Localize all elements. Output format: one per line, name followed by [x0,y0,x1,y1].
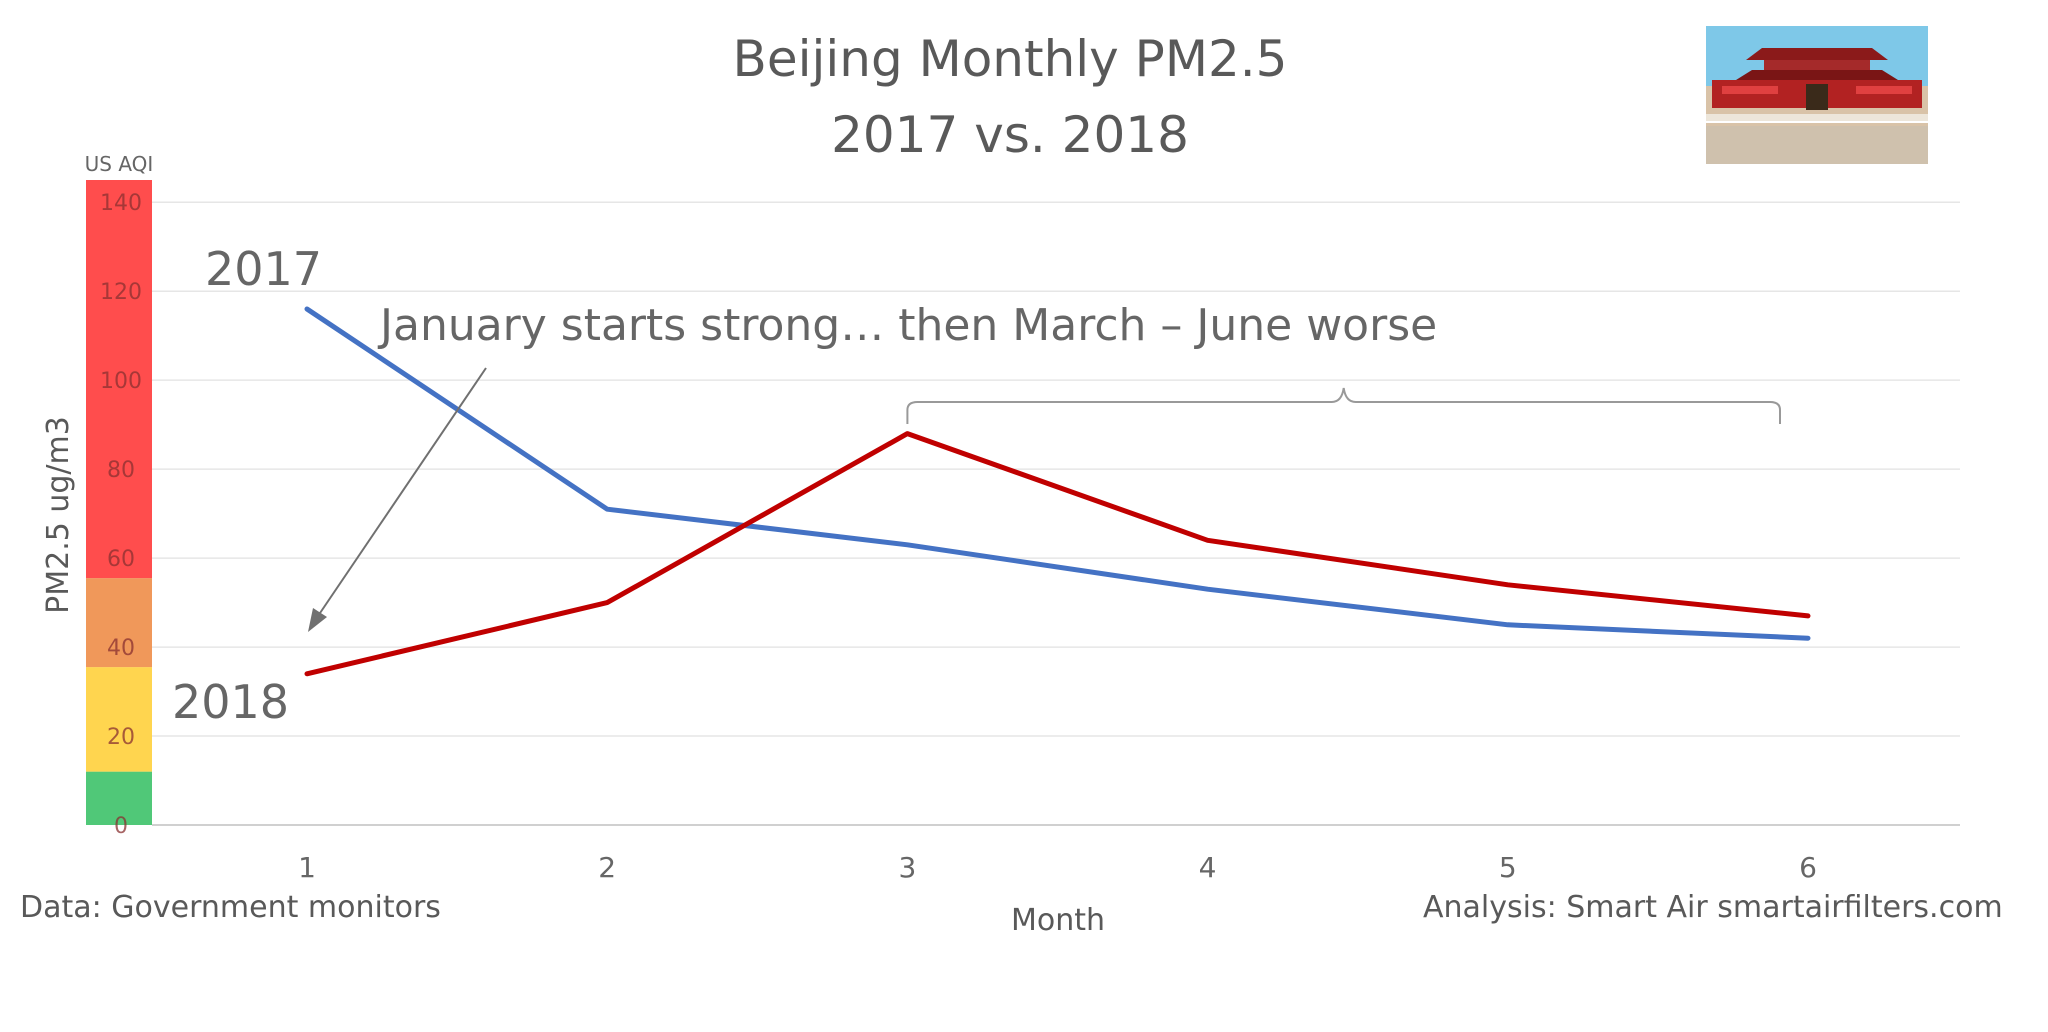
series-label-2018: 2018 [172,675,289,729]
chart-title: Beijing Monthly PM2.5 [732,30,1288,88]
y-tick-label: 120 [100,280,142,305]
y-axis-label: PM2.5 ug/m3 [41,416,76,614]
aqi-band-label: US AQI [85,152,154,176]
annotation-text: January starts strong… then March – June… [377,300,1437,351]
annotation-arrow [317,367,487,617]
y-tick-label: 40 [107,636,135,661]
y-tick-label: 0 [114,814,128,839]
y-tick-label: 100 [100,369,142,394]
data-source-note: Data: Government monitors [20,890,441,925]
series-line-2017 [304,306,1811,641]
arrow-head-icon [308,608,327,632]
x-tick-label: 3 [898,851,916,884]
aqi-band [86,578,152,668]
x-tick-label: 6 [1799,851,1817,884]
series-line-2018 [304,431,1811,677]
y-tick-label: 20 [107,725,135,750]
y-tick-label: 60 [107,547,135,572]
x-axis-label: Month [1011,903,1105,938]
analysis-credit: Analysis: Smart Air smartairfilters.com [1423,890,2003,925]
y-tick-label: 80 [107,458,135,483]
x-tick-label: 2 [598,851,616,884]
tiananmen-gate-icon [1706,26,1928,164]
aqi-band [86,180,152,579]
series-label-2017: 2017 [205,242,322,296]
x-tick-label: 4 [1199,851,1217,884]
aqi-band [86,667,152,772]
chart-subtitle: 2017 vs. 2018 [831,106,1189,164]
x-tick-label: 1 [298,851,316,884]
aqi-band [86,771,152,825]
bracket-march-june [906,387,1781,424]
y-tick-label: 140 [100,191,142,216]
x-tick-label: 5 [1499,851,1517,884]
